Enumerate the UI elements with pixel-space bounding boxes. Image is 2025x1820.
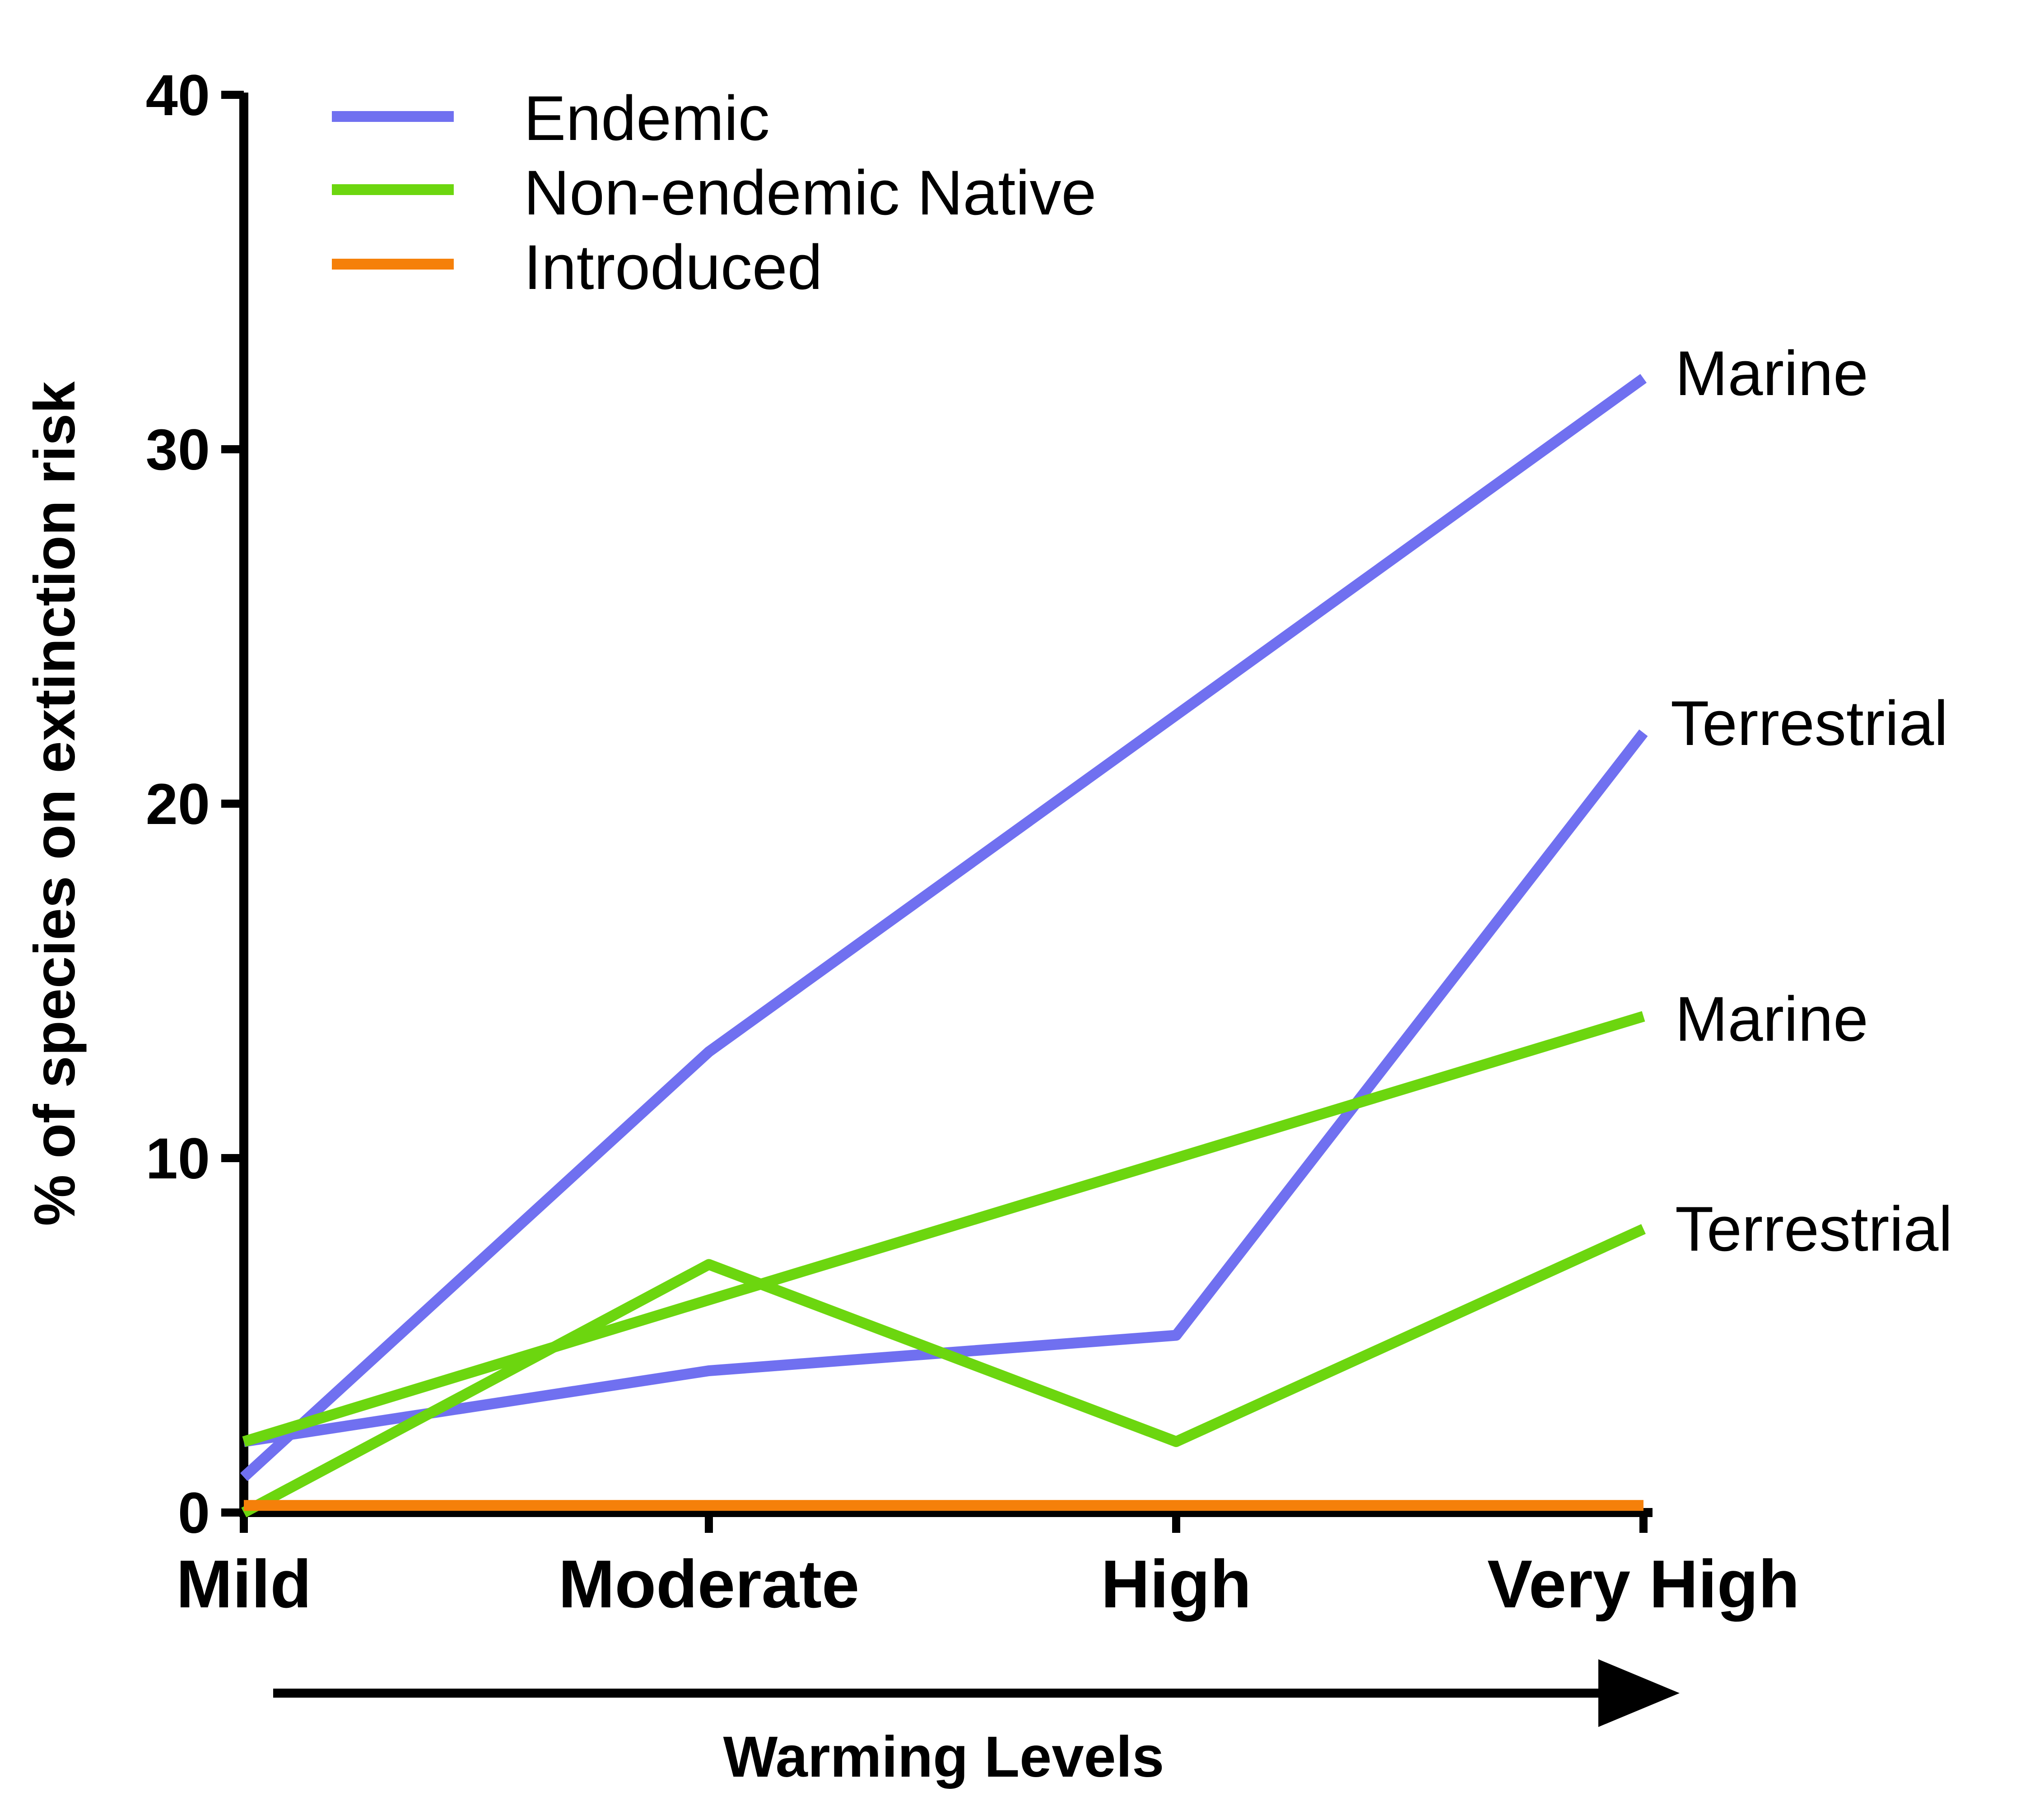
series-annotations: Marine Terrestrial Marine Terrestrial <box>1671 338 1953 1264</box>
y-axis-title: % of species on extinction risk <box>23 381 87 1226</box>
x-tick-label-moderate: Moderate <box>559 1546 860 1622</box>
y-tick-label-0: 0 <box>178 1481 210 1545</box>
annotation-non-endemic-marine: Marine <box>1675 983 1868 1054</box>
legend: Endemic Non-endemic Native Introduced <box>332 83 1096 303</box>
annotation-endemic-terrestrial: Terrestrial <box>1671 688 1948 759</box>
x-tick-label-mild: Mild <box>176 1546 312 1622</box>
x-axis-title: Warming Levels <box>723 1725 1164 1789</box>
series-line-non-endemic-terrestrial <box>241 1224 1646 1517</box>
series-line-non-endemic-marine <box>242 1011 1645 1447</box>
annotation-endemic-marine: Marine <box>1675 338 1868 409</box>
annotation-non-endemic-terrestrial: Terrestrial <box>1675 1193 1953 1264</box>
y-ticks: 0 10 20 30 40 <box>146 63 244 1545</box>
y-tick-label-40: 40 <box>146 63 210 128</box>
y-tick-label-30: 30 <box>146 418 210 482</box>
x-tick-label-high: High <box>1101 1546 1251 1622</box>
series-line-endemic-marine <box>240 374 1647 1481</box>
series-line-endemic-terrestrial <box>243 729 1648 1447</box>
x-ticks: Mild Moderate High Very High <box>176 1513 1800 1622</box>
y-tick-label-10: 10 <box>146 1126 210 1191</box>
series-group <box>240 374 1648 1517</box>
x-tick-label-very-high: Very High <box>1487 1546 1800 1622</box>
y-tick-label-20: 20 <box>146 772 210 837</box>
legend-label-introduced: Introduced <box>524 232 823 303</box>
legend-label-non-endemic-native: Non-endemic Native <box>524 157 1096 228</box>
warming-arrow-head <box>1598 1659 1680 1727</box>
warming-arrow <box>273 1659 1680 1727</box>
legend-label-endemic: Endemic <box>524 83 770 154</box>
